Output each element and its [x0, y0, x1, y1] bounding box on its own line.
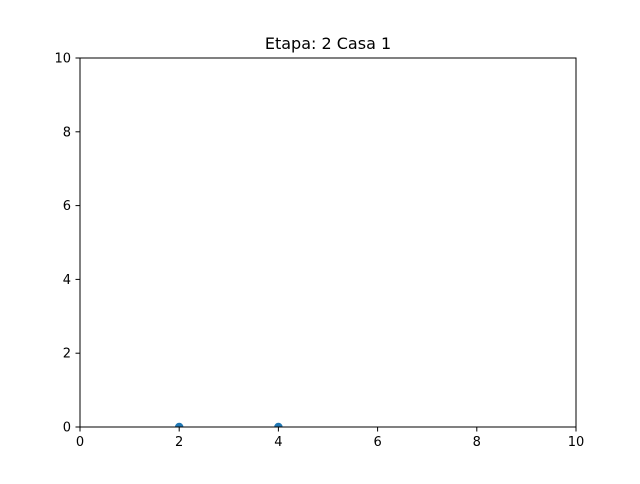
x-tick-label: 4 — [274, 435, 282, 450]
data-point — [274, 422, 283, 427]
points-layer — [175, 422, 283, 427]
data-point — [175, 422, 184, 427]
y-tick-label: 10 — [54, 52, 71, 67]
plot-frame — [79, 57, 577, 428]
y-tick-label: 6 — [63, 199, 71, 214]
y-tick-label: 2 — [63, 347, 71, 362]
x-tick-label: 8 — [473, 435, 481, 450]
chart-title: Etapa: 2 Casa 1 — [265, 34, 391, 53]
x-tick-label: 2 — [175, 435, 183, 450]
y-tick-label: 0 — [63, 421, 71, 436]
y-tick-label: 4 — [63, 273, 71, 288]
x-tick-label: 0 — [76, 435, 84, 450]
axes-layer: 0 2 4 6 8 10 0 2 4 6 8 10 — [54, 52, 584, 451]
x-tick-label: 10 — [568, 435, 585, 450]
x-tick-label: 6 — [373, 435, 381, 450]
y-tick-label: 8 — [63, 125, 71, 140]
